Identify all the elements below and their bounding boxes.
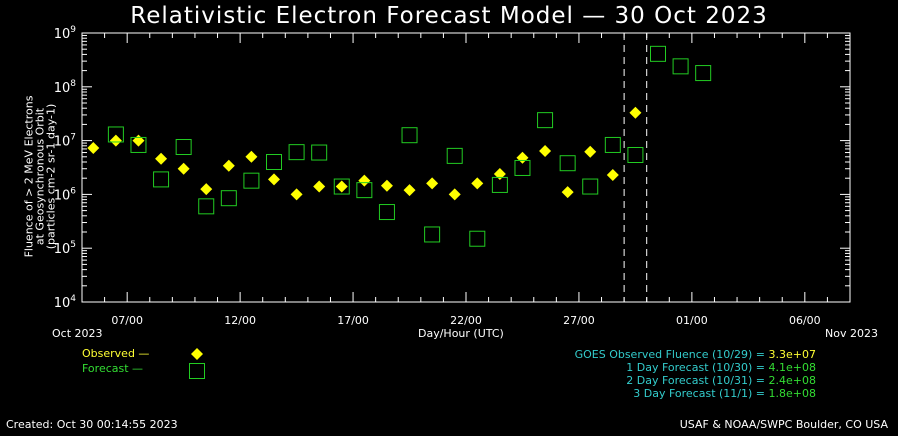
forecast-point [288,144,305,161]
observed-point [426,177,439,190]
observed-point [132,134,145,147]
summary-value: 1.8e+08 [768,387,816,400]
observed-point [561,186,574,199]
x-tick-label: 12/00 [224,314,256,327]
forecast-point [378,204,395,221]
forecast-summary: GOES Observed Fluence (10/29) = 3.3e+07 … [575,348,816,400]
forecast-point [175,139,192,156]
observed-point [448,188,461,201]
observed-point [109,134,122,147]
observed-point [335,180,348,193]
forecast-point [198,198,215,215]
x-tick-label: 17/00 [337,314,369,327]
observed-point [471,177,484,190]
forecast-point [356,182,373,199]
forecast-point [559,155,576,172]
y-tick-label: 107 [54,133,76,150]
forecast-point [514,159,531,176]
observed-point [358,174,371,187]
observed-point [584,145,597,158]
observed-point [268,173,280,186]
forecast-point [582,178,599,195]
observed-point [290,188,303,201]
y-tick-label: 109 [54,25,77,42]
forecast-point [627,146,644,163]
created-timestamp: Created: Oct 30 00:14:55 2023 [6,418,178,431]
plot-frame [81,32,851,303]
summary-value: 3.3e+07 [768,348,816,361]
forecast-point [469,230,486,247]
observed-point [87,141,100,154]
summary-row: 1 Day Forecast (10/30) = 4.1e+08 [626,361,816,374]
forecast-point [153,171,170,188]
y-tick-label: 108 [54,79,77,96]
y-tick-label: 106 [54,186,77,203]
x-start-label: Oct 2023 [52,327,103,340]
y-tick-label: 105 [54,240,76,257]
legend-forecast-marker [189,363,205,379]
y-tick-label: 104 [54,294,77,311]
forecast-point [650,45,666,62]
observed-point [313,180,326,193]
forecast-point [695,65,712,82]
summary-value: 2.4e+08 [768,374,816,387]
forecast-point [333,178,350,195]
forecast-point [220,190,237,207]
forecast-point [311,144,328,161]
forecast-point [604,136,621,153]
x-tick-label: 06/00 [789,314,821,327]
observed-point [539,145,552,158]
observed-point [177,162,190,175]
credit-text: USAF & NOAA/SWPC Boulder, CO USA [679,418,888,431]
observed-point [629,106,642,119]
observed-point [200,183,213,196]
forecast-point [491,176,508,193]
summary-row: 2 Day Forecast (10/31) = 2.4e+08 [626,374,816,387]
summary-row: 3 Day Forecast (11/1) = 1.8e+08 [633,387,816,400]
observed-point [606,168,619,181]
forecast-point [107,126,124,143]
forecast-point [672,58,689,75]
forecast-point [130,136,147,153]
x-tick-label: 01/00 [676,314,708,327]
forecast-point [537,112,554,129]
x-tick-label: 27/00 [563,314,595,327]
forecast-point [266,154,282,171]
observed-point [493,167,506,180]
forecast-point [446,147,463,164]
summary-row: GOES Observed Fluence (10/29) = 3.3e+07 [574,348,816,361]
observed-point [155,152,168,165]
observed-point [245,150,258,163]
observed-point [403,184,416,197]
forecast-point [424,226,441,243]
x-tick-label: 07/00 [111,314,143,327]
legend-observed-marker [191,348,203,360]
forecast-point [401,127,418,144]
x-axis-label: Day/Hour (UTC) [418,327,504,340]
observed-point [380,179,393,192]
x-end-label: Nov 2023 [825,327,878,340]
chart-title: Relativistic Electron Forecast Model — 3… [130,3,768,29]
x-tick-label: 22/00 [450,314,482,327]
summary-value: 4.1e+08 [768,361,816,374]
observed-point [222,159,235,172]
legend-forecast-label: Forecast — [82,362,144,375]
observed-point [516,151,529,164]
legend-observed-label: Observed — [82,347,150,360]
forecast-point [243,172,260,189]
